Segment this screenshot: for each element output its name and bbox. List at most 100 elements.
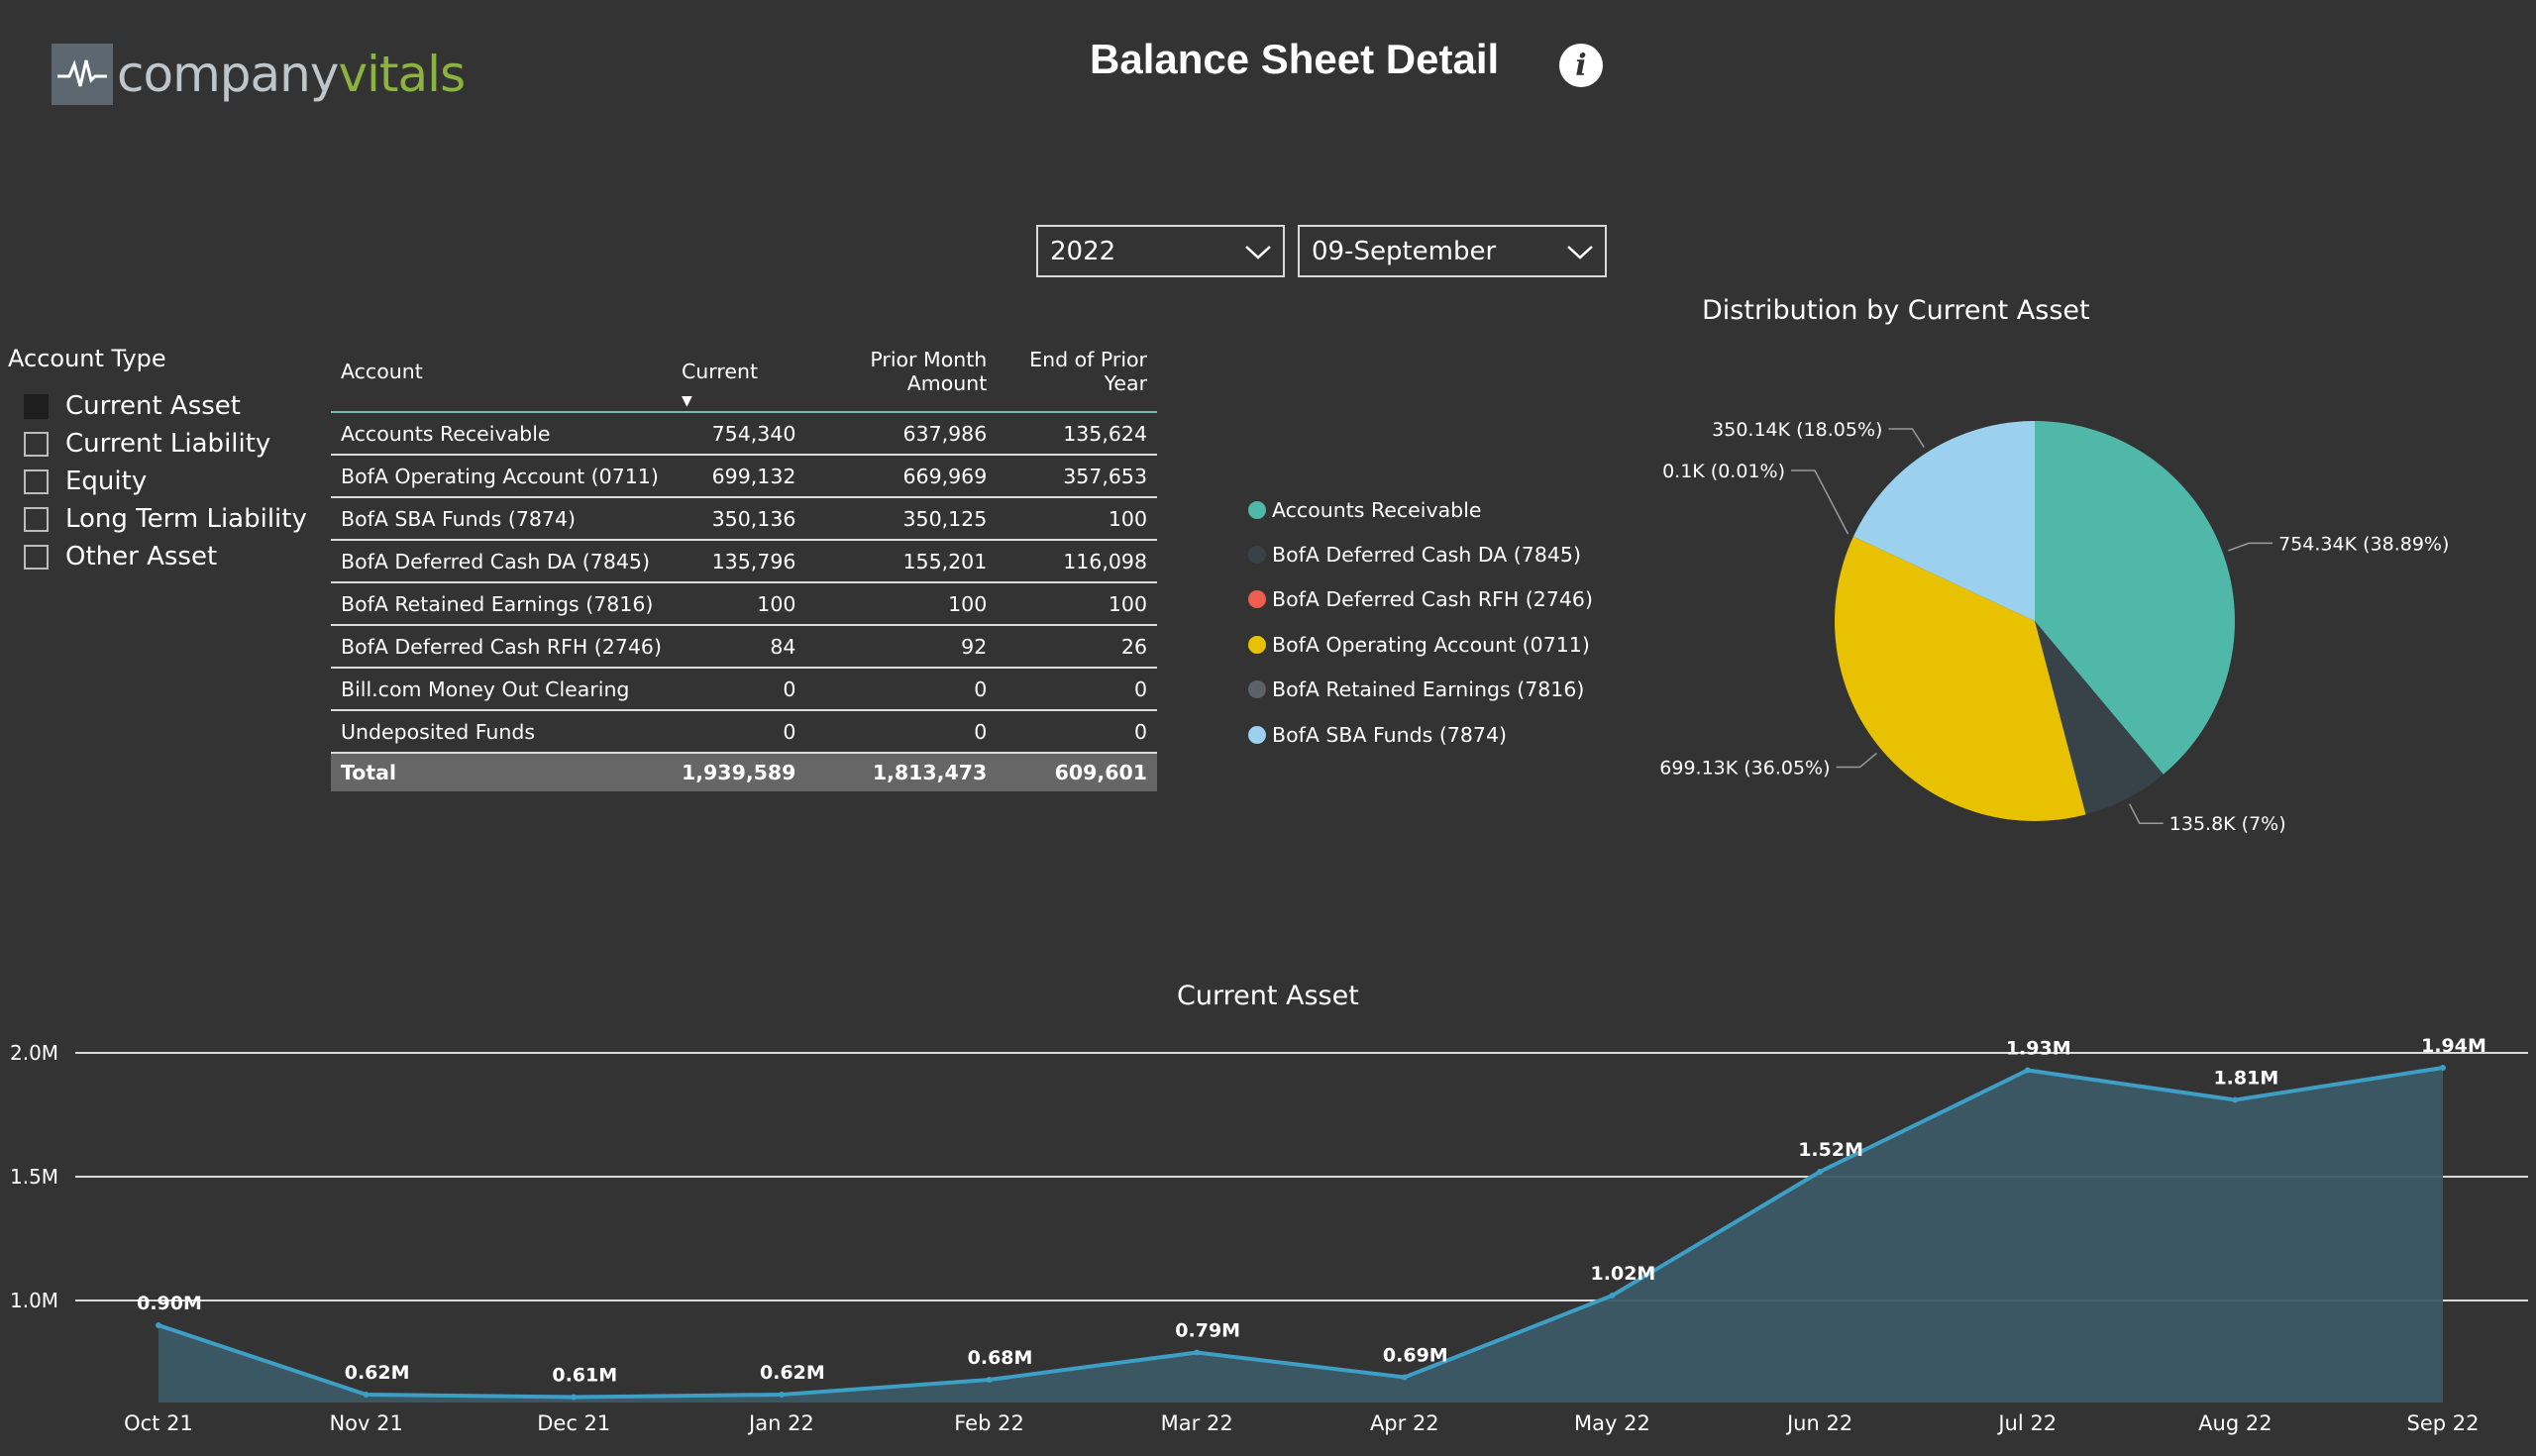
pie-slice[interactable] (1835, 536, 2086, 822)
pie-leader-line (1791, 469, 1849, 535)
pie-slice-label: 754.34K (38.89%) (2278, 533, 2449, 555)
table-row[interactable]: Bill.com Money Out Clearing 0 0 0 (331, 668, 1157, 711)
x-tick-label: Jul 22 (1996, 1411, 2057, 1435)
data-point[interactable] (2024, 1067, 2031, 1074)
slicer-item-current-asset[interactable]: Current Asset (24, 389, 241, 423)
data-point[interactable] (1401, 1374, 1408, 1381)
cell-current: 754,340 (671, 412, 806, 456)
cell-prior-month: 0 (805, 710, 998, 754)
company-logo: company vitals (52, 42, 466, 107)
column-header-account[interactable]: Account (331, 342, 672, 413)
y-tick-label: 1.0M (10, 1289, 58, 1312)
legend-item-deferred-cash-rfh[interactable]: BofA Deferred Cash RFH (2746) (1248, 586, 1593, 612)
column-header-end-prior-year[interactable]: End of Prior Year (997, 342, 1157, 413)
table-row[interactable]: BofA Deferred Cash DA (7845) 135,796 155,2… (331, 540, 1157, 583)
pie-leader-line (1836, 752, 1877, 769)
x-tick-label: Apr 22 (1370, 1411, 1439, 1435)
legend-item-deferred-cash-da[interactable]: BofA Deferred Cash DA (7845) (1248, 542, 1581, 568)
cell-prior-month: 92 (805, 625, 998, 669)
slicer-item-label: Current Asset (65, 391, 241, 421)
x-tick-label: Nov 21 (329, 1411, 402, 1435)
column-header-label: Current (681, 360, 758, 383)
data-label: 0.62M (345, 1362, 410, 1384)
cell-account: Undeposited Funds (331, 710, 672, 754)
table-row[interactable]: BofA Operating Account (0711) 699,132 669,… (331, 455, 1157, 498)
legend-dot (1248, 680, 1266, 698)
cell-current: 84 (671, 625, 806, 669)
column-header-prior-month[interactable]: Prior Month Amount (805, 342, 998, 413)
slicer-item-label: Equity (65, 467, 148, 496)
pie-slice[interactable] (2035, 621, 2164, 815)
sort-desc-icon: ▼ (681, 393, 692, 409)
cell-total-end-prior-year: 609,601 (997, 753, 1157, 791)
data-label: 0.90M (137, 1293, 202, 1314)
year-dropdown[interactable]: 2022 (1036, 225, 1285, 277)
pie-leader-line (1888, 428, 1925, 448)
pie-slice[interactable] (1852, 421, 2035, 621)
checkbox[interactable] (24, 544, 49, 570)
data-point[interactable] (778, 1392, 785, 1398)
cell-total-current: 1,939,589 (671, 753, 806, 791)
column-header-current[interactable]: Current ▼ (671, 342, 806, 413)
legend-item-operating-account[interactable]: BofA Operating Account (0711) (1248, 632, 1590, 658)
table-row[interactable]: Accounts Receivable 754,340 637,986 135,624 (331, 412, 1157, 456)
cell-account: Accounts Receivable (331, 412, 672, 456)
table-row[interactable]: BofA Deferred Cash RFH (2746) 84 92 26 (331, 625, 1157, 669)
slicer-item-equity[interactable]: Equity (24, 465, 147, 498)
area-chart: 1.0M 1.5M 2.0M 0.90M Oct 21 0.62M Nov 21 0.61M D… (10, 1035, 2528, 1435)
legend-label: BofA SBA Funds (7874) (1272, 723, 1508, 747)
table-row[interactable]: BofA SBA Funds (7874) 350,136 350,125 100 (331, 497, 1157, 541)
month-dropdown[interactable]: 09-September (1298, 225, 1607, 277)
cell-current: 100 (671, 582, 806, 626)
checkbox[interactable] (24, 431, 49, 457)
legend-item-accounts-receivable[interactable]: Accounts Receivable (1248, 497, 1482, 523)
cell-current: 350,136 (671, 497, 806, 541)
data-label: 0.79M (1175, 1320, 1240, 1342)
slicer-item-label: Current Liability (65, 429, 271, 459)
data-point[interactable] (2440, 1065, 2446, 1071)
pie-chart-title: Distribution by Current Asset (1702, 295, 2090, 326)
data-point[interactable] (571, 1394, 578, 1401)
table-total-row: Total 1,939,589 1,813,473 609,601 (331, 753, 1157, 791)
page-title: Balance Sheet Detail (1090, 36, 1500, 82)
cell-end-prior-year: 100 (997, 582, 1157, 626)
info-icon[interactable]: i (1559, 44, 1603, 87)
cell-prior-month: 0 (805, 668, 998, 711)
slicer-item-long-term-liability[interactable]: Long Term Liability (24, 502, 307, 536)
data-point[interactable] (986, 1377, 993, 1383)
data-point[interactable] (1194, 1349, 1201, 1356)
data-point[interactable] (1817, 1169, 1824, 1175)
x-tick-label: Oct 21 (124, 1411, 193, 1435)
checkbox[interactable] (24, 393, 49, 419)
logo-text-company: company (117, 46, 339, 103)
legend-item-retained-earnings[interactable]: BofA Retained Earnings (7816) (1248, 676, 1584, 702)
table-row[interactable]: Undeposited Funds 0 0 0 (331, 710, 1157, 754)
pulse-icon (52, 44, 113, 105)
chevron-down-icon (1567, 245, 1593, 260)
pie-slice-label: 699.13K (36.05%) (1659, 758, 1830, 780)
data-point[interactable] (363, 1392, 370, 1398)
table-row[interactable]: BofA Retained Earnings (7816) 100 100 100 (331, 582, 1157, 626)
legend-item-sba-funds[interactable]: BofA SBA Funds (7874) (1248, 722, 1507, 748)
cell-current: 699,132 (671, 455, 806, 498)
checkbox[interactable] (24, 468, 49, 494)
legend-label: BofA Retained Earnings (7816) (1272, 677, 1585, 701)
x-tick-label: Jan 22 (747, 1411, 814, 1435)
pie-slice[interactable] (1852, 536, 2035, 621)
data-point[interactable] (156, 1322, 161, 1328)
cell-total-label: Total (331, 753, 672, 791)
slicer-item-other-asset[interactable]: Other Asset (24, 540, 217, 573)
data-label: 0.62M (760, 1362, 825, 1384)
data-label: 1.02M (1591, 1263, 1656, 1285)
cell-account: Bill.com Money Out Clearing (331, 668, 672, 711)
checkbox[interactable] (24, 506, 49, 532)
data-point[interactable] (1609, 1293, 1616, 1299)
data-point[interactable] (2232, 1096, 2239, 1103)
slicer-item-current-liability[interactable]: Current Liability (24, 427, 270, 461)
pie-chart: 754.34K (38.89%) 135.8K (7%) 699.13K (36.0… (1659, 419, 2449, 835)
x-tick-label: Sep 22 (2407, 1411, 2480, 1435)
cell-end-prior-year: 357,653 (997, 455, 1157, 498)
x-tick-label: Feb 22 (954, 1411, 1024, 1435)
pie-slice[interactable] (2035, 421, 2235, 775)
data-label: 1.94M (2421, 1035, 2486, 1057)
